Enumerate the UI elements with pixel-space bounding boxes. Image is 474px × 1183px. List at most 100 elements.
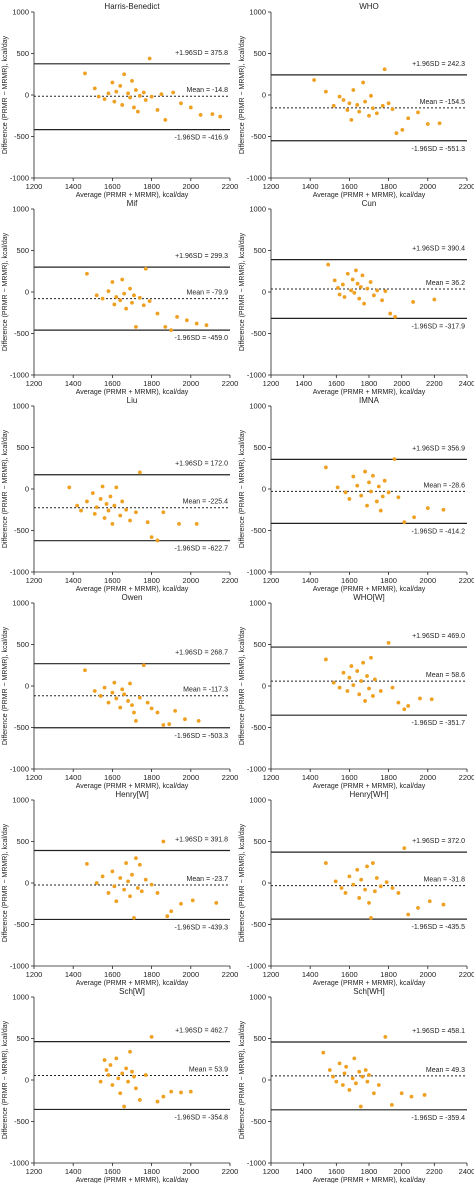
- y-axis-label: Difference (PRMR − MRMR), kcal/day: [2, 35, 9, 154]
- data-point: [94, 881, 99, 885]
- x-tick-label: 1400: [302, 182, 319, 191]
- data-point: [349, 664, 354, 668]
- data-point: [155, 108, 160, 112]
- x-tick-label: 1600: [341, 576, 358, 585]
- data-point: [331, 103, 336, 108]
- data-point: [351, 882, 356, 887]
- data-point: [354, 268, 358, 273]
- data-point: [367, 901, 371, 905]
- data-point: [337, 685, 342, 690]
- data-point: [386, 640, 391, 645]
- x-tick-label: 1400: [65, 970, 82, 979]
- x-tick-label: 1800: [143, 182, 160, 191]
- x-tick-label: 2000: [393, 1167, 410, 1176]
- data-point: [323, 465, 328, 470]
- upper-limit-label: +1.96SD = 299.3: [175, 253, 228, 260]
- y-tick-label: -1000: [10, 174, 29, 183]
- data-point: [155, 538, 160, 543]
- y-tick-label: 500: [253, 49, 266, 58]
- data-point: [122, 291, 127, 296]
- y-tick-label: -500: [251, 526, 266, 535]
- x-tick-label: 1600: [341, 773, 358, 782]
- data-point: [369, 93, 373, 98]
- data-point: [368, 280, 373, 284]
- y-tick-label: 500: [16, 1034, 29, 1043]
- y-tick-label: -1000: [247, 174, 266, 183]
- data-point: [363, 699, 367, 703]
- x-tick-label: 2200: [426, 1167, 443, 1176]
- x-tick-label: 1200: [26, 970, 43, 979]
- data-point: [386, 490, 391, 495]
- data-point: [357, 692, 362, 697]
- data-point: [335, 485, 340, 490]
- chart-panel: Harris-Benedict 1000 500 0 -500 -1000 1200 1400…: [0, 0, 238, 199]
- data-point: [147, 56, 152, 61]
- y-tick-label: 0: [262, 91, 266, 100]
- chart-title: Henry[W]: [115, 790, 148, 799]
- x-tick-label: 1400: [65, 773, 82, 782]
- x-tick-label: 1200: [26, 1167, 43, 1176]
- data-point: [90, 491, 95, 496]
- y-tick-label: 500: [253, 1034, 266, 1043]
- data-point: [122, 72, 127, 77]
- y-tick-label: -500: [251, 723, 266, 732]
- data-point: [390, 886, 395, 890]
- y-axis-label: Difference (PRMR − MRMR), kcal/day: [2, 626, 9, 745]
- data-point: [360, 1074, 365, 1079]
- data-point: [141, 663, 146, 668]
- data-point: [194, 321, 199, 326]
- chart-title: IMNA: [359, 396, 380, 405]
- data-point: [380, 298, 384, 303]
- data-point: [141, 90, 146, 95]
- data-point: [355, 103, 360, 107]
- data-point: [67, 485, 72, 490]
- data-point: [367, 113, 371, 118]
- data-point: [363, 469, 367, 474]
- x-tick-label: 2200: [222, 773, 239, 782]
- x-tick-label: 2000: [419, 773, 436, 782]
- y-tick-label: -500: [251, 132, 266, 141]
- data-point: [141, 303, 146, 308]
- x-tick-label: 1800: [361, 379, 378, 388]
- chart-panel: Owen 1000 500 0 -500 -1000 1200 1400 1600 1800 200…: [0, 591, 239, 790]
- data-point: [402, 520, 407, 525]
- data-point: [100, 296, 105, 301]
- data-point: [342, 1071, 347, 1076]
- data-point: [135, 109, 140, 114]
- y-tick-label: -500: [14, 526, 29, 535]
- data-point: [128, 1049, 132, 1054]
- lower-limit-label: -1.96SD = -551.3: [411, 146, 465, 153]
- data-point: [114, 696, 119, 701]
- y-tick-label: 500: [16, 443, 29, 452]
- data-point: [323, 657, 328, 662]
- y-tick-label: -500: [14, 132, 29, 141]
- y-tick-label: 500: [16, 640, 29, 649]
- x-tick-label: 1200: [26, 576, 43, 585]
- data-point: [393, 315, 398, 319]
- x-tick-label: 1800: [143, 773, 160, 782]
- x-tick-label: 2200: [426, 379, 443, 388]
- data-point: [400, 127, 405, 132]
- data-point: [340, 1083, 345, 1087]
- data-point: [126, 1079, 130, 1084]
- data-point: [143, 98, 148, 102]
- data-point: [369, 655, 373, 660]
- y-tick-label: 1000: [12, 993, 29, 1002]
- data-point: [336, 285, 340, 290]
- y-tick-label: -1000: [10, 765, 29, 774]
- x-tick-label: 2400: [459, 379, 474, 388]
- data-point: [85, 271, 89, 276]
- data-point: [132, 1074, 136, 1079]
- y-tick-label: 500: [253, 443, 266, 452]
- data-point: [372, 889, 377, 894]
- chart-title: WHO[W]: [353, 593, 385, 602]
- x-tick-label: 1800: [380, 773, 397, 782]
- data-point: [374, 499, 379, 504]
- data-point: [365, 864, 369, 869]
- y-tick-label: 500: [253, 246, 266, 255]
- data-point: [155, 311, 160, 316]
- data-point: [345, 108, 350, 112]
- data-point: [411, 300, 415, 304]
- chart-panel: Liu 1000 500 0 -500 -1000 1200 1400 1600 1800 2000…: [0, 394, 238, 593]
- y-tick-label: 500: [16, 837, 29, 846]
